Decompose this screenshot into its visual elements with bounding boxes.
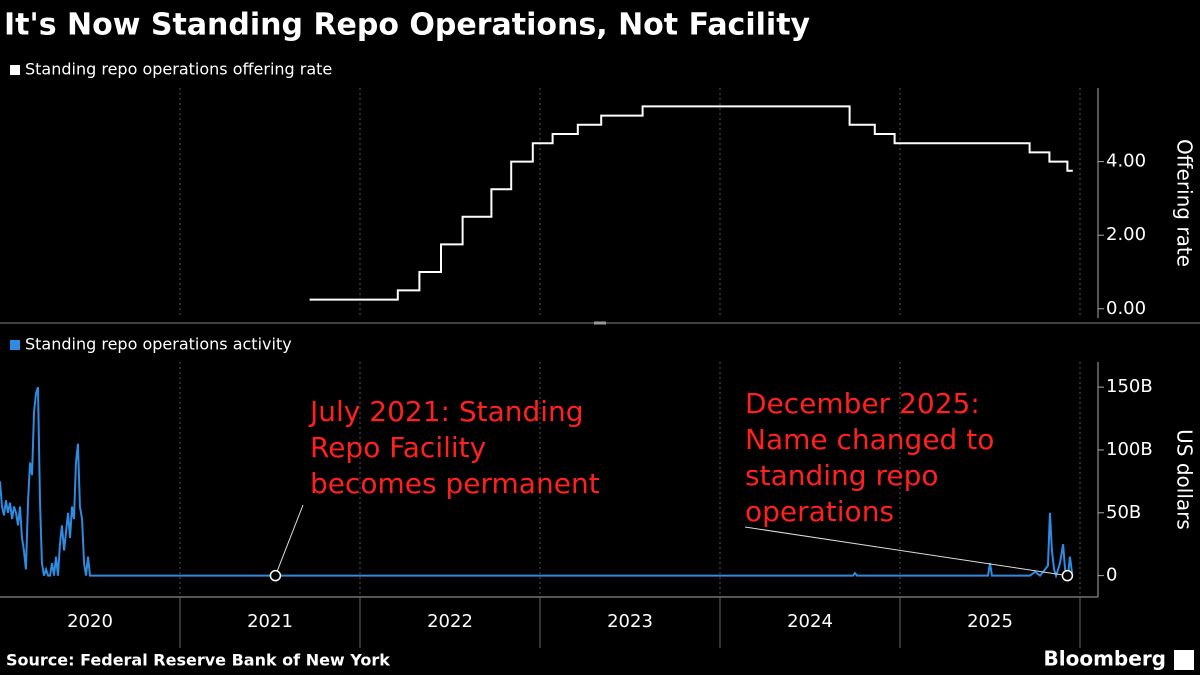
legend-swatch: [10, 65, 20, 75]
x-tick-label: 2023: [607, 611, 653, 632]
annotation-point: [269, 569, 282, 582]
x-tick-label: 2025: [967, 611, 1013, 632]
annotation-text: July 2021: Standing: [308, 395, 584, 428]
y-tick-label: 0.00: [1106, 298, 1146, 319]
annotation-text: operations: [745, 495, 894, 528]
y-tick-label: 50B: [1106, 502, 1141, 523]
y-tick-label: 0: [1106, 565, 1117, 586]
annotation-text: Repo Facility: [310, 431, 486, 464]
annotation-leader: [274, 504, 304, 576]
y-tick-label: 2.00: [1106, 224, 1146, 245]
legend-swatch: [10, 340, 20, 350]
brand: Bloomberg: [1044, 647, 1166, 671]
y-axis-label: US dollars: [1173, 429, 1197, 530]
annotation-leader: [744, 526, 1068, 577]
y-axis-label: Offering rate: [1173, 139, 1197, 267]
x-tick-label: 2024: [787, 611, 833, 632]
y-tick-label: 150B: [1106, 376, 1153, 397]
annotation-point: [1061, 569, 1074, 582]
annotation-text: standing repo: [745, 459, 938, 492]
legend-label: Standing repo operations activity: [25, 335, 292, 354]
data-line: [309, 105, 1073, 301]
y-tick-label: 100B: [1106, 439, 1153, 460]
annotation-text: December 2025:: [745, 387, 980, 420]
annotation-text: becomes permanent: [310, 467, 600, 500]
x-tick-label: 2020: [67, 611, 113, 632]
data-line: [0, 386, 1074, 580]
y-tick-label: 4.00: [1106, 151, 1146, 172]
chart-title: It's Now Standing Repo Operations, Not F…: [4, 8, 811, 43]
source: Source: Federal Reserve Bank of New York: [6, 651, 390, 670]
brand-icon: [1174, 650, 1194, 670]
x-tick-label: 2022: [427, 611, 473, 632]
legend-label: Standing repo operations offering rate: [25, 60, 332, 79]
x-tick-label: 2021: [247, 611, 293, 632]
annotation-text: Name changed to: [745, 423, 994, 456]
